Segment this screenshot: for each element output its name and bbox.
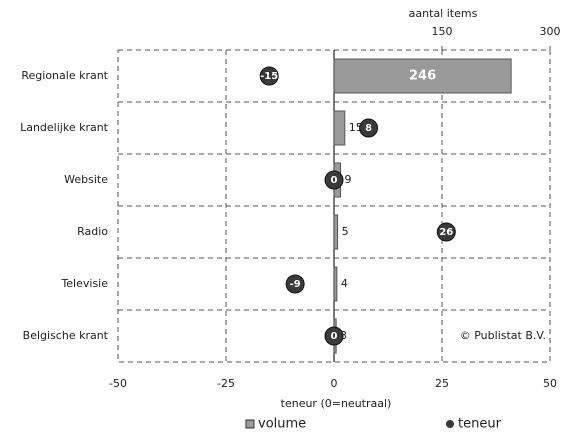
x2-tick-label: 300 [540,25,561,38]
point-value-label: 26 [439,227,453,238]
legend-label: teneur [458,417,502,432]
teneur-point [324,326,344,346]
legend-label: volume [258,417,306,432]
annotation: © Publistat B.V. [460,329,546,342]
y-tick-label: Radio [77,225,108,238]
bar [333,110,346,146]
point-value-label: 0 [331,175,338,186]
teneur-point [436,222,456,242]
bar-value-label: 5 [342,225,349,238]
bar-value-label: 246 [409,69,436,84]
bar-value-label: 9 [344,173,351,186]
x-tick-label: 50 [543,377,557,390]
bar [333,214,339,250]
y-tick-label: Regionale krant [21,69,108,82]
x2-axis-label: aantal items [409,7,478,20]
legend-swatch [446,420,454,428]
y-tick-label: Belgische krant [23,329,109,342]
y-tick-label: Landelijke krant [20,121,109,134]
x-tick-label: -25 [217,377,235,390]
point-value-label: 0 [331,331,338,342]
point-value-label: -9 [290,279,301,290]
point-value-label: -15 [260,71,278,82]
teneur-point [359,118,379,138]
bar [333,266,338,302]
bar-value-label: 15 [349,121,363,134]
x-axis-label: teneur (0=neutraal) [281,397,392,410]
x2-tick-label: 150 [432,25,453,38]
bar-value-label: 3 [340,329,347,342]
teneur-point [285,274,305,294]
bar [333,58,512,94]
x-tick-label: 0 [331,377,338,390]
y-tick-label: Website [64,173,108,186]
y-tick-label: Televisie [60,277,108,290]
teneur-point [324,170,344,190]
point-value-label: 8 [365,123,372,134]
bar-value-label: 4 [341,277,348,290]
x-tick-label: 25 [435,377,449,390]
x-tick-label: -50 [109,377,127,390]
legend-swatch [245,419,255,429]
teneur-point [259,66,279,86]
